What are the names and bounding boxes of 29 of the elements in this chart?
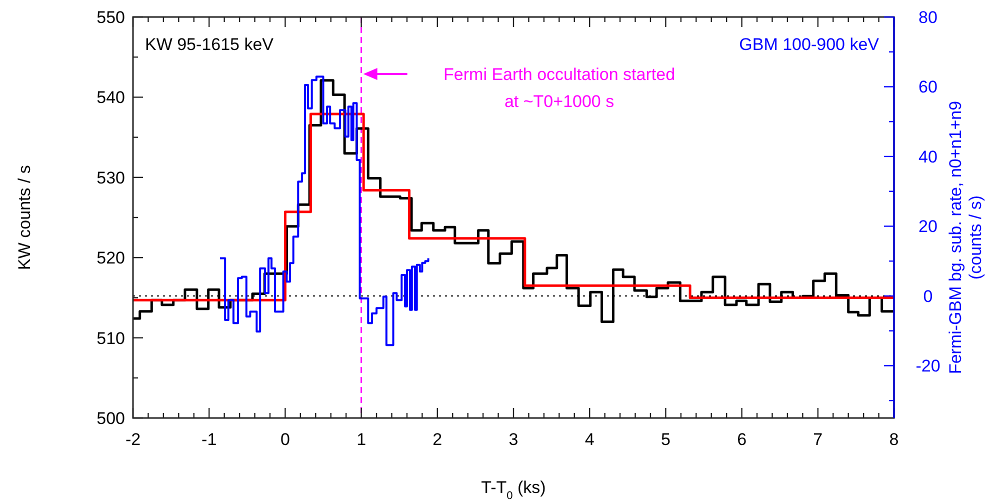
y2-tick-label: 80 bbox=[918, 8, 938, 27]
y2-axis-title: Fermi-GBM bg. sub. rate, n0+n1+n9 (counts / s) bbox=[946, 100, 985, 374]
y2-tick-label: -20 bbox=[916, 356, 940, 376]
text: GBM 100-900 keV bbox=[739, 35, 880, 54]
y-tick-label: 520 bbox=[96, 248, 125, 268]
x-tick-label: -2 bbox=[125, 430, 141, 449]
y2-tick-label: 20 bbox=[918, 217, 938, 236]
x-tick-label: 7 bbox=[813, 430, 823, 449]
x-tick-label: 4 bbox=[584, 430, 594, 449]
y-tick-label: 540 bbox=[96, 88, 125, 108]
y-axis-title: KW counts / s bbox=[15, 165, 34, 270]
x-tick-label: 2 bbox=[432, 430, 442, 449]
x-tick-label: 1 bbox=[356, 430, 366, 449]
x-tick-label: 6 bbox=[737, 430, 747, 449]
x-tick-label: 3 bbox=[508, 430, 518, 449]
y-tick-label: 530 bbox=[96, 168, 125, 188]
y-tick-label: 500 bbox=[96, 409, 125, 428]
x-tick-label: -1 bbox=[202, 430, 217, 449]
y-tick-label: 510 bbox=[96, 328, 125, 348]
ref-line-label: Fermi Earth occultation started at ~T0+1000 s bbox=[444, 65, 676, 111]
x-tick-label: 5 bbox=[660, 430, 670, 449]
y-tick-label: 550 bbox=[96, 8, 125, 27]
y2-tick-label: 40 bbox=[918, 147, 938, 166]
y2-tick-label: 0 bbox=[923, 286, 933, 306]
x-axis-title: T-T$_{0}$ (ks) bbox=[481, 478, 546, 502]
text: KW 95-1615 keV bbox=[145, 35, 274, 54]
x-tick-label: 8 bbox=[889, 430, 899, 449]
y2-tick-label: 60 bbox=[918, 78, 938, 97]
x-tick-label: 0 bbox=[280, 430, 290, 449]
